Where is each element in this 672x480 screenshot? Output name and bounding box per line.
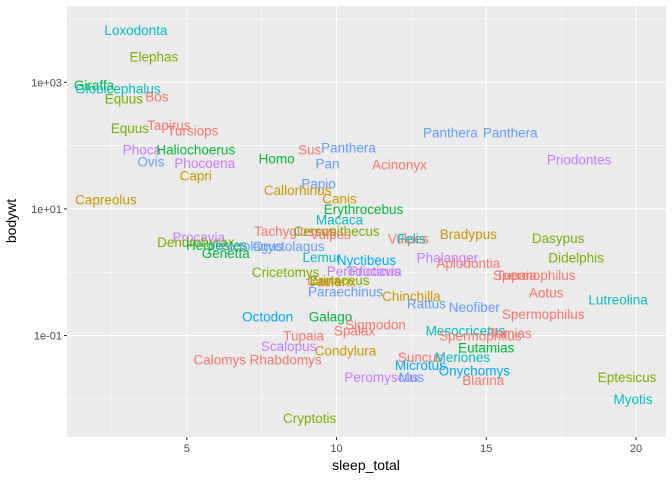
point-label: Homo	[259, 152, 295, 167]
point-label: Sigmodon	[345, 317, 406, 332]
point-label: Calomys	[193, 352, 246, 367]
point-label: Priodontes	[547, 153, 612, 168]
point-label: Ovis	[137, 155, 164, 170]
y-tick-label: 1e+03	[31, 77, 62, 89]
x-tick-label: 15	[480, 443, 492, 455]
point-label: Oryctolagus	[211, 239, 283, 254]
point-label: Capri	[180, 169, 212, 184]
point-label: Spermophilus	[502, 307, 585, 322]
point-label: Spermophilus	[439, 329, 522, 344]
point-label: Didelphis	[548, 251, 604, 266]
point-label: Bos	[145, 89, 169, 104]
point-label: Erythrocebus	[324, 202, 404, 217]
point-label: Tursiops	[167, 124, 219, 139]
point-label: Eutamias	[458, 340, 515, 355]
grid	[67, 6, 666, 437]
point-label: Globicephalus	[75, 81, 161, 96]
point-label: Callorhinus	[264, 183, 332, 198]
point-label: Vulpes	[310, 227, 351, 242]
point-label: Dasypus	[532, 231, 585, 246]
point-label: Oryctolagus	[253, 239, 325, 254]
point-label: Cricetomys	[252, 265, 320, 280]
point-label: Onychomys	[439, 364, 511, 379]
point-label: Paraechinus	[308, 284, 383, 299]
point-label: Equus	[111, 121, 150, 136]
point-label: Herpestes	[186, 238, 248, 253]
point-label: Procavia	[349, 264, 402, 279]
point-label: Phalanger	[417, 251, 479, 266]
point-label: Panthera	[423, 126, 478, 141]
point-label: Eptesicus	[598, 370, 657, 385]
point-label: Tupaia	[496, 268, 537, 283]
axes: 5 10 15 20 1e-01 1e+01 1e+03	[31, 77, 642, 455]
point-label: Pan	[316, 157, 340, 172]
point-label: Phoca	[123, 143, 162, 158]
point-label: Aotus	[529, 285, 564, 300]
point-label: Equus	[105, 92, 144, 107]
y-tick-label: 1e+01	[31, 204, 62, 216]
point-label: Microtus	[395, 358, 446, 373]
point-label: Chinchilla	[382, 289, 441, 304]
point-label: Condylura	[315, 344, 377, 359]
point-label: Felis	[397, 232, 426, 247]
point-labels: LoxodontaElephasGiraffaGlobicephalusEquu…	[74, 23, 657, 426]
point-label: Papio	[301, 177, 336, 192]
point-label: Spalax	[334, 324, 376, 339]
point-label: Aplodontia	[436, 256, 500, 271]
point-label: Neofiber	[449, 300, 501, 315]
point-label: Panthera	[483, 125, 538, 140]
x-tick-label: 5	[184, 443, 190, 455]
point-label: Perodicticus	[327, 264, 401, 279]
x-axis-title: sleep_total	[332, 457, 400, 473]
point-label: Suncus	[398, 350, 443, 365]
point-label: Cryptotis	[283, 411, 337, 426]
point-label: Bradypus	[440, 227, 497, 242]
point-label: Capreolus	[75, 193, 137, 208]
point-label: Cavia	[307, 274, 342, 289]
y-axis-title: bodywt	[3, 199, 19, 243]
point-label: Blarina	[462, 373, 505, 388]
point-label: Tupaia	[283, 329, 324, 344]
point-label: Galago	[309, 309, 353, 324]
point-label: Rattus	[407, 297, 446, 312]
point-label: Rhabdomys	[250, 352, 322, 367]
x-tick-label: 10	[330, 443, 342, 455]
point-label: Nyctibeus	[337, 253, 397, 268]
point-label: Cercopithecus	[293, 224, 380, 239]
point-label: Erinaceus	[310, 273, 370, 288]
point-label: Procavia	[173, 230, 226, 245]
point-label: Vulpes	[388, 232, 429, 247]
point-label: Scalopus	[261, 339, 317, 354]
point-label: Meriones	[435, 350, 491, 365]
point-label: Tachyglossus	[254, 224, 335, 239]
point-label: Macaca	[316, 213, 364, 228]
point-label: Lutreolina	[588, 293, 648, 308]
panel-background	[67, 6, 666, 437]
point-label: Canis	[322, 192, 357, 207]
point-label: Lemur	[302, 250, 341, 265]
y-tick-label: 1e-01	[34, 331, 62, 343]
point-label: Genetta	[202, 246, 251, 261]
point-label: Atelerix	[311, 274, 356, 289]
point-label: Loxodonta	[104, 23, 168, 38]
point-label: Tamias	[489, 326, 532, 341]
point-label: Myotis	[614, 392, 653, 407]
point-label: Sus	[298, 143, 322, 158]
point-label: Panthera	[321, 140, 376, 155]
x-tick-label: 20	[630, 443, 642, 455]
point-label: Elephas	[129, 50, 178, 65]
point-label: Mesocricetus	[426, 324, 506, 339]
point-label: Spermophilus	[493, 268, 576, 283]
point-label: Peromyscus	[344, 370, 419, 385]
point-label: Phocoena	[174, 156, 235, 171]
point-label: Dendrohyrax	[157, 235, 235, 250]
point-label: Acinonyx	[372, 158, 427, 173]
point-label: Haliochoerus	[156, 143, 235, 158]
point-label: Octodon	[242, 309, 293, 324]
point-label: Mus	[399, 370, 425, 385]
point-label: Tapirus	[147, 118, 191, 133]
point-label: Giraffa	[74, 78, 115, 93]
